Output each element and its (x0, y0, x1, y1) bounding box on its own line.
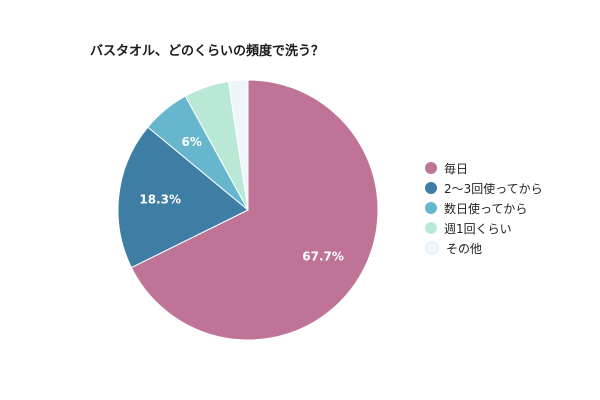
legend-label: 2〜3回使ってから (444, 181, 543, 196)
pie-slices (117, 79, 379, 341)
legend-item-3: 数日使ってから (425, 198, 543, 218)
legend-item-1: 毎日 (425, 158, 543, 178)
slice-label-3: 6% (182, 135, 202, 149)
legend-swatch (425, 241, 439, 255)
pie-slice-2 (117, 126, 249, 269)
legend-label: 毎日 (444, 161, 469, 176)
legend-label: 週1回くらい (444, 221, 512, 236)
legend-item-5: その他 (425, 238, 543, 258)
legend-label: その他 (446, 241, 483, 256)
chart-title: バスタオル、どのくらいの頻度で洗う？ (90, 44, 325, 59)
legend-swatch (425, 162, 437, 174)
pie-slice-labels: 67.7% 18.3% 6% (139, 135, 344, 264)
legend-label: 数日使ってから (444, 201, 528, 216)
legend-swatch (425, 222, 437, 234)
pie-slice-1 (130, 79, 379, 341)
pie-slice-5 (227, 79, 249, 211)
legend-swatch (425, 202, 437, 214)
legend-swatch (425, 182, 437, 194)
legend: 毎日 2〜3回使ってから 数日使ってから 週1回くらい その他 (425, 158, 543, 258)
slice-label-1: 67.7% (302, 250, 344, 264)
slice-label-2: 18.3% (139, 193, 181, 207)
legend-item-2: 2〜3回使ってから (425, 178, 543, 198)
legend-item-4: 週1回くらい (425, 218, 543, 238)
